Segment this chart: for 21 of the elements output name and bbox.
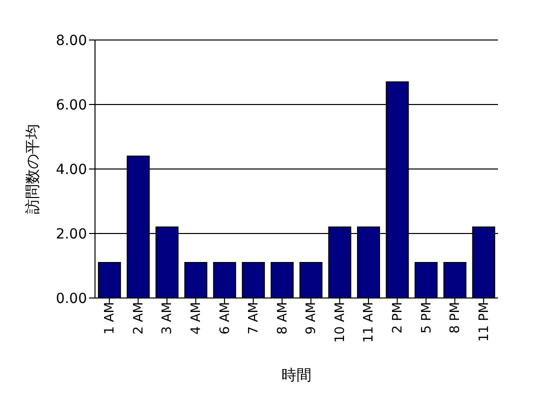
x-tick-label: 5 PM <box>419 302 434 334</box>
x-tick-label: 9 AM <box>304 302 320 335</box>
x-tick-label: 11 AM <box>362 302 377 343</box>
y-tick-label: 6.00 <box>56 97 87 114</box>
x-tick-label: 7 AM <box>246 302 262 335</box>
y-axis-title: 訪問数の平均 <box>23 124 42 214</box>
x-tick-label: 3 AM <box>160 302 176 335</box>
x-tick-label: 6 AM <box>218 302 233 335</box>
x-tick-label: 8 AM <box>275 302 290 335</box>
x-tick-label: 10 AM <box>332 302 348 343</box>
y-tick-label: 8.00 <box>56 32 87 49</box>
x-axis-title: 時間 <box>282 366 312 384</box>
y-tick-label: 0.00 <box>56 290 87 307</box>
x-tick-label: 2 PM <box>390 302 406 334</box>
y-tick-label: 2.00 <box>56 226 87 242</box>
x-tick-label: 4 AM <box>188 302 204 335</box>
x-tick-label: 8 PM <box>448 302 464 334</box>
x-tick-label: 2 AM <box>131 302 146 335</box>
x-tick-label: 1 AM <box>102 302 118 335</box>
x-tick-label: 11 PM <box>476 302 492 342</box>
y-tick-label: 4.00 <box>56 162 87 178</box>
